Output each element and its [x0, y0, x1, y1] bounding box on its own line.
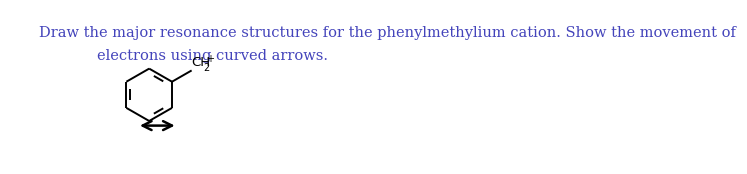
Text: electrons using curved arrows.: electrons using curved arrows. [97, 49, 328, 63]
Text: 2: 2 [202, 63, 209, 73]
Text: CH: CH [191, 56, 211, 69]
Text: Draw the major resonance structures for the phenylmethylium cation. Show the mov: Draw the major resonance structures for … [40, 26, 737, 39]
Text: +: + [206, 54, 214, 64]
